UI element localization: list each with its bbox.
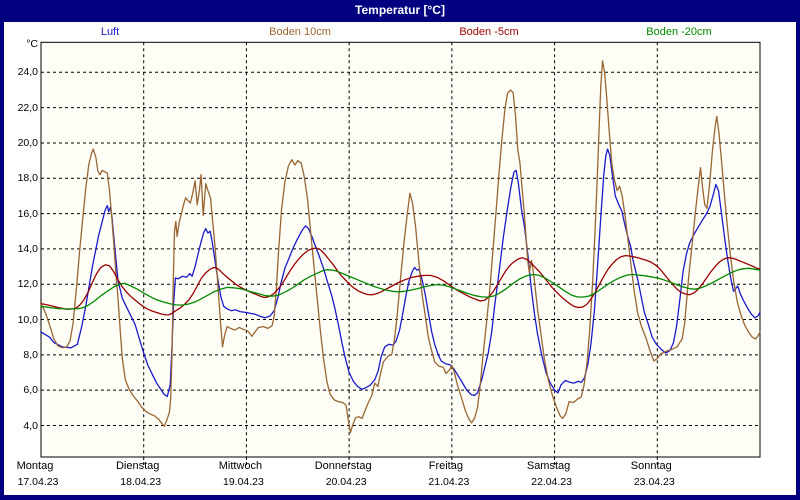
y-tick-label: 16,0 xyxy=(17,207,38,220)
x-axis-day-label: Montag xyxy=(16,460,54,472)
y-tick-label: 20,0 xyxy=(17,136,38,149)
y-tick-label: 14,0 xyxy=(17,242,38,255)
series-line-boden-10cm xyxy=(40,60,761,434)
legend-item-luft: Luft xyxy=(100,26,120,38)
x-axis-date-label: 21.04.23 xyxy=(428,476,470,488)
x-axis-day-label: Freitag xyxy=(428,460,463,472)
y-tick-label: 8,0 xyxy=(23,348,38,361)
chart-legend: Luft Boden 10cm Boden -5cm Boden -20cm xyxy=(4,24,796,40)
x-axis-date-label: 22.04.23 xyxy=(531,476,572,488)
x-axis-day-label: Dienstag xyxy=(115,460,160,472)
x-axis-day-label: Sonntag xyxy=(630,460,672,472)
y-tick-label: 24,0 xyxy=(17,66,38,79)
y-axis-unit-label: °C xyxy=(26,38,38,50)
window-title: Temperatur [°C] xyxy=(355,3,445,17)
y-tick-label: 4,0 xyxy=(23,419,38,432)
y-tick-label: 18,0 xyxy=(17,172,38,185)
title-bar[interactable]: Temperatur [°C] xyxy=(4,0,796,22)
legend-item-boden-20cm: Boden -20cm xyxy=(646,26,712,38)
x-axis-day-label: Mittwoch xyxy=(218,460,263,472)
x-axis-date-label: 20.04.23 xyxy=(325,476,367,488)
x-axis-day-label: Samstag xyxy=(526,460,571,472)
plot-background xyxy=(41,42,760,458)
y-tick-label: 6,0 xyxy=(23,384,38,397)
series-line-boden--20cm xyxy=(40,267,761,310)
series-line-boden--5cm xyxy=(40,247,761,316)
legend-item-boden10cm: Boden 10cm xyxy=(269,26,331,38)
plot-frame xyxy=(40,41,761,458)
x-axis-date-label: 17.04.23 xyxy=(17,476,59,488)
x-axis-date-label: 23.04.23 xyxy=(633,476,675,488)
x-axis-date-label: 19.04.23 xyxy=(222,476,264,488)
x-axis-date-label: 18.04.23 xyxy=(120,476,162,488)
y-tick-label: 10,0 xyxy=(17,313,38,326)
x-axis-day-label: Donnerstag xyxy=(314,460,372,472)
y-tick-label: 22,0 xyxy=(17,101,38,114)
y-tick-label: 12,0 xyxy=(17,278,38,291)
legend-item-boden-5cm: Boden -5cm xyxy=(459,26,519,38)
